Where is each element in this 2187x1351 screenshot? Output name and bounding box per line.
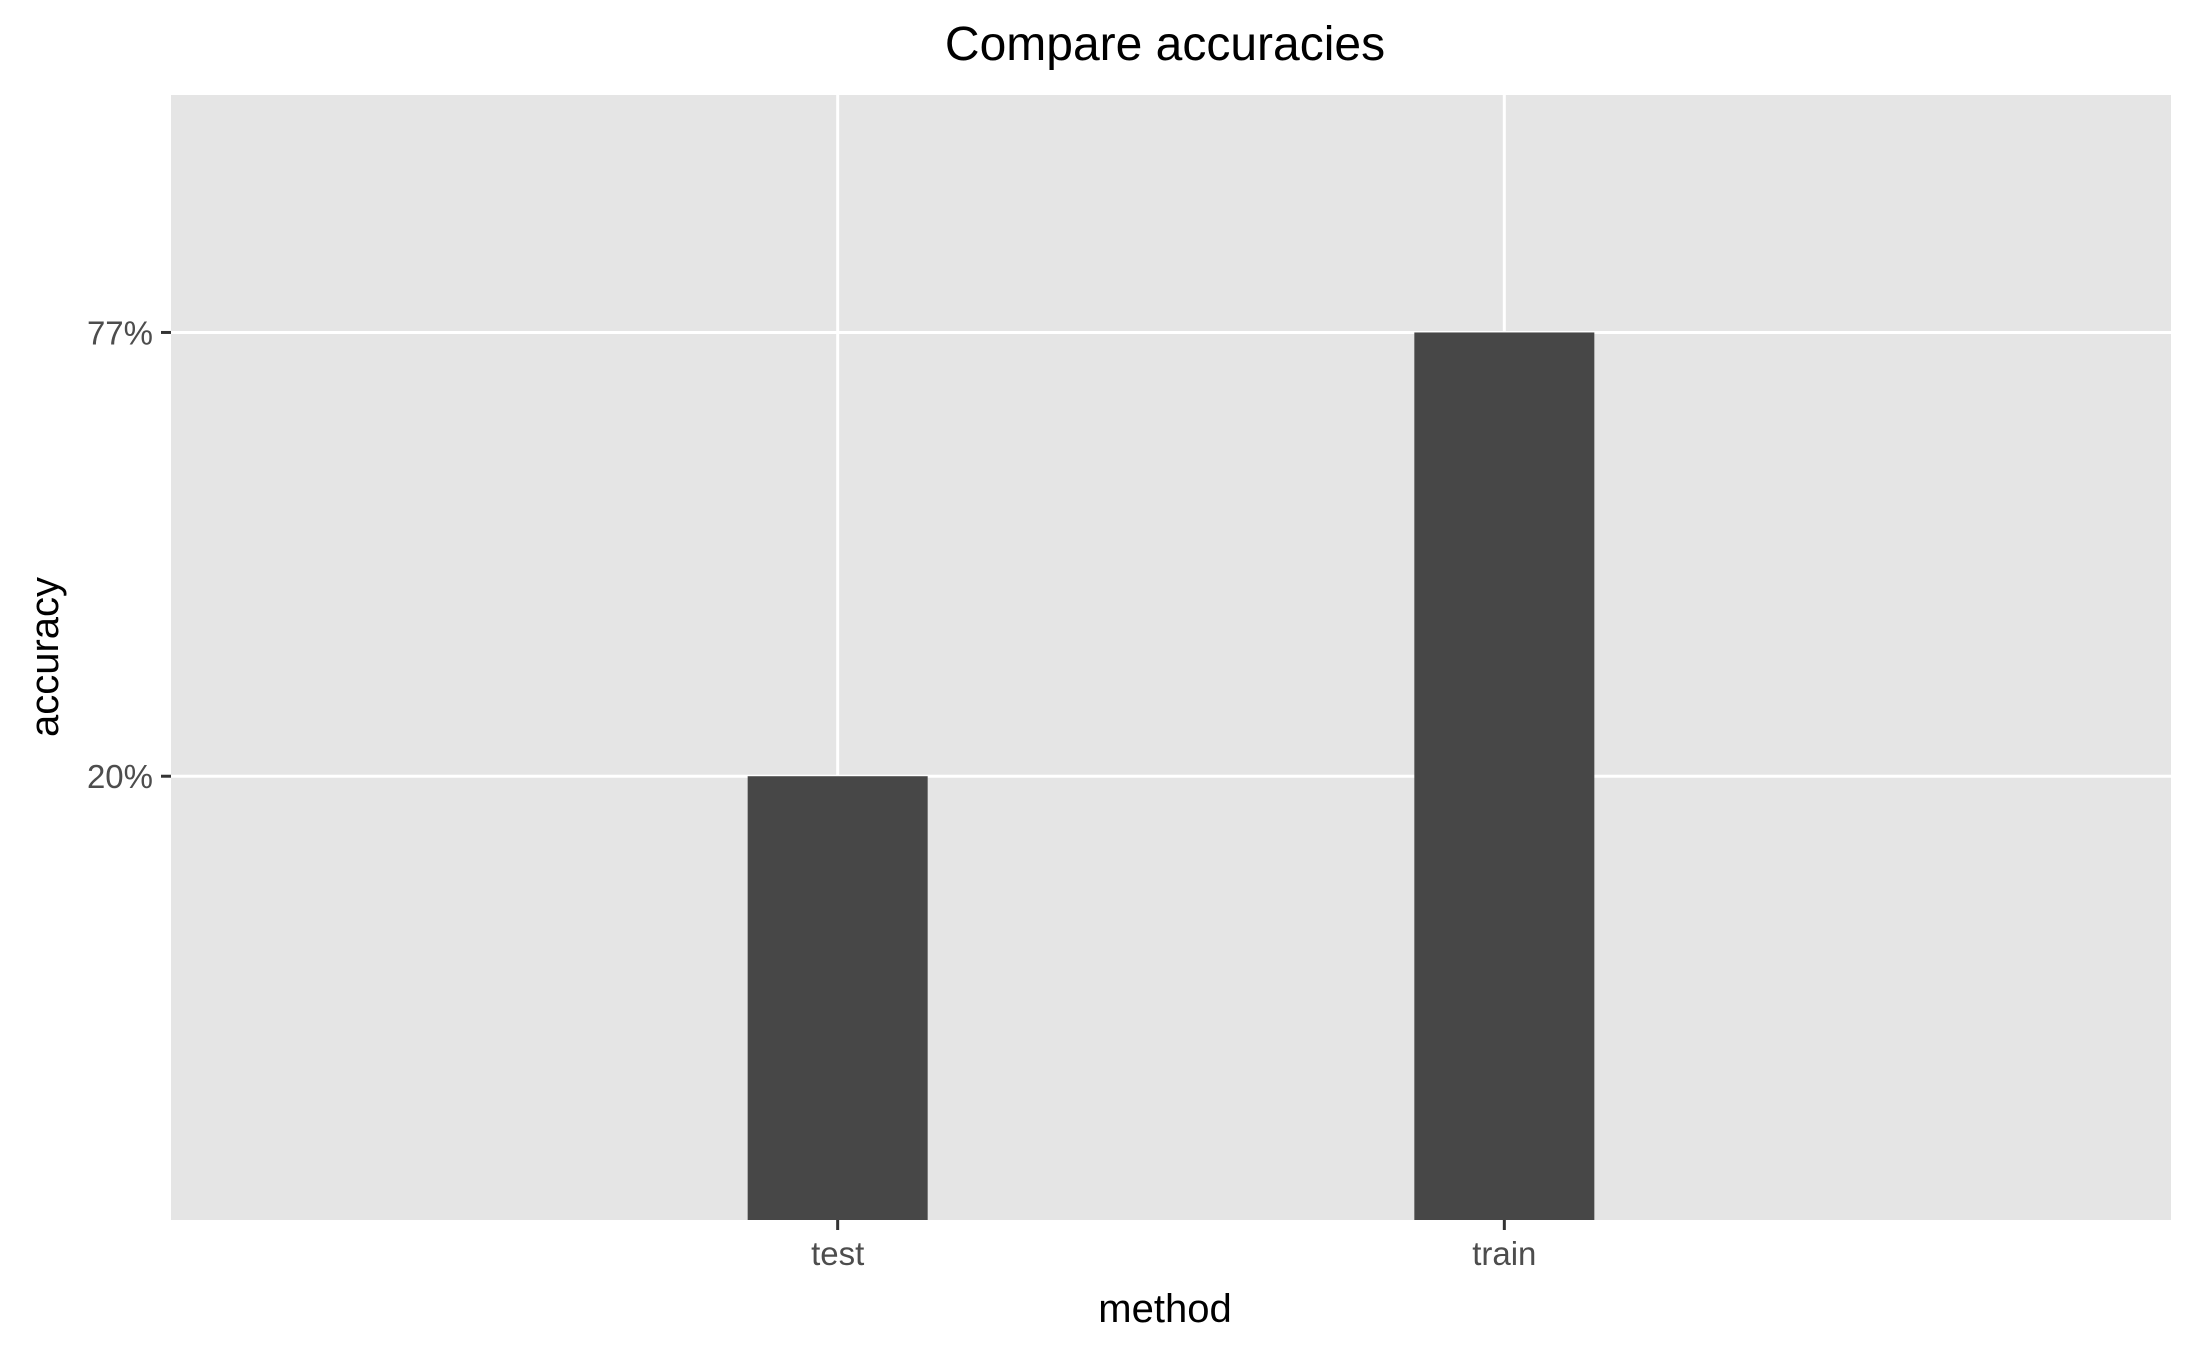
x-axis-title: method (1098, 1287, 1231, 1331)
x-axis: test train (811, 1220, 1536, 1272)
y-tick-label: 20% (87, 758, 153, 795)
chart-title: Compare accuracies (945, 18, 1385, 71)
y-axis-title: accuracy (23, 577, 67, 737)
bars (747, 332, 1595, 1220)
plot-panel (171, 95, 2171, 1220)
y-axis: 20% 77% (87, 314, 171, 795)
y-tick-label: 77% (87, 314, 153, 351)
bar-train (1414, 332, 1595, 1220)
bar-test (747, 776, 928, 1220)
x-tick-label-test: test (811, 1235, 864, 1272)
x-tick-label-train: train (1472, 1235, 1536, 1272)
